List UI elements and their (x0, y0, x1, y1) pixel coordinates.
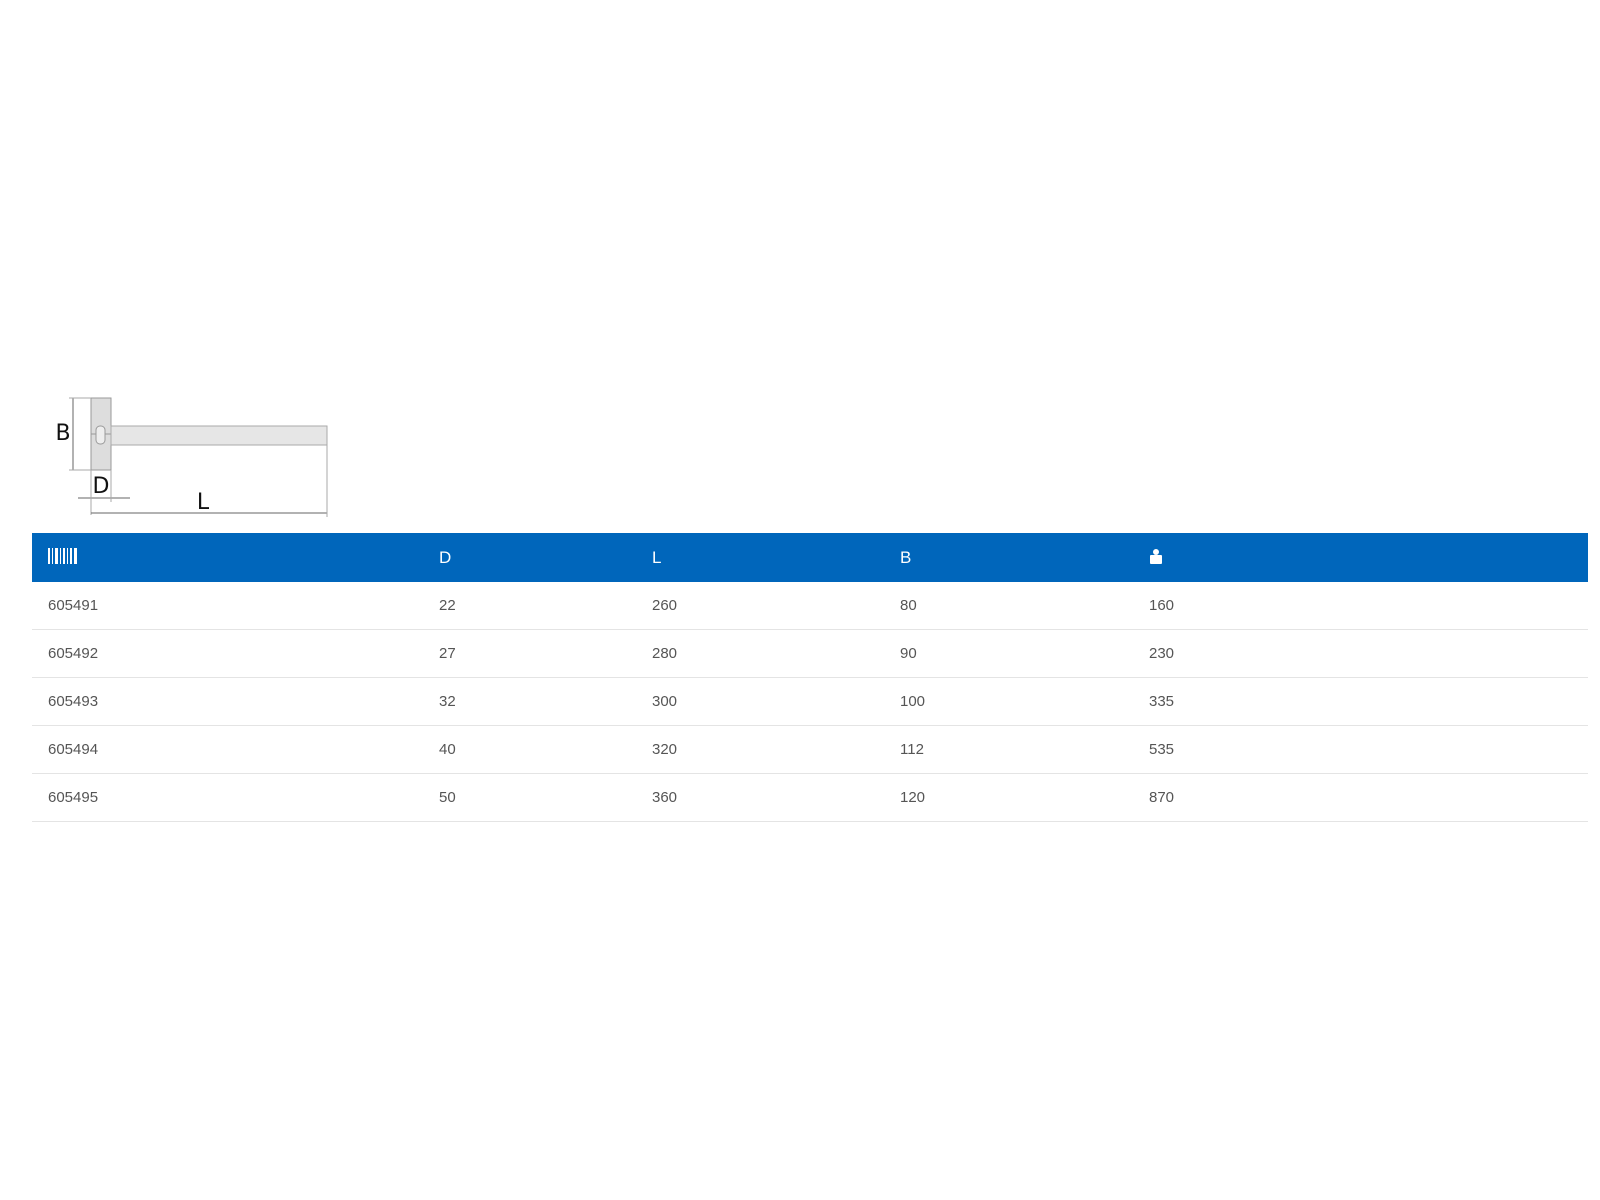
table-cell: 80 (900, 597, 917, 614)
table-cell: 605493 (48, 693, 99, 710)
table-cell: 90 (900, 645, 917, 662)
table-cell: 605492 (48, 645, 99, 662)
table-cell: 22 (439, 597, 456, 614)
table-cell: 120 (900, 789, 926, 806)
hammer-handle (110, 425, 328, 446)
table-cell: 320 (652, 741, 678, 758)
table-cell: 100 (900, 693, 926, 710)
table-cell: 40 (439, 741, 456, 758)
dim-label: L (197, 490, 210, 515)
table-cell: 535 (1149, 741, 1175, 758)
barcode-icon (48, 548, 77, 564)
table-cell: 280 (652, 645, 678, 662)
table-row: 605495 50 360 120 870 (32, 774, 1588, 822)
table-cell: 112 (900, 741, 924, 758)
weight-icon (1150, 549, 1162, 564)
dim-label: D (93, 474, 110, 499)
table-cell: 335 (1149, 693, 1175, 710)
table-cell: 32 (439, 693, 456, 710)
table-cell: 870 (1149, 789, 1175, 806)
dim-label: B (55, 421, 70, 446)
head-eye (95, 425, 106, 445)
table-row: 605491 22 260 80 160 (32, 582, 1588, 630)
table-cell: 50 (439, 789, 456, 806)
column-header: B (900, 548, 912, 567)
table-cell: 27 (439, 645, 456, 662)
table-row: 605493 32 300 100 335 (32, 678, 1588, 726)
table-cell: 160 (1149, 597, 1175, 614)
column-header: L (652, 548, 662, 567)
table-row: 605492 27 280 90 230 (32, 630, 1588, 678)
hammer-diagram: B D L (55, 397, 328, 517)
table-cell: 230 (1149, 645, 1175, 662)
table-cell: 605491 (48, 597, 99, 614)
table-body: 605491 22 260 80 160 605492 27 280 90 230 605493 32… (32, 582, 1588, 822)
table-cell: 300 (652, 693, 678, 710)
table-cell: 360 (652, 789, 678, 806)
table-cell: 605495 (48, 789, 99, 806)
table-row: 605494 40 320 112 535 (32, 726, 1588, 774)
table-cell: 605494 (48, 741, 99, 758)
table-cell: 260 (652, 597, 678, 614)
column-header: D (439, 548, 452, 567)
